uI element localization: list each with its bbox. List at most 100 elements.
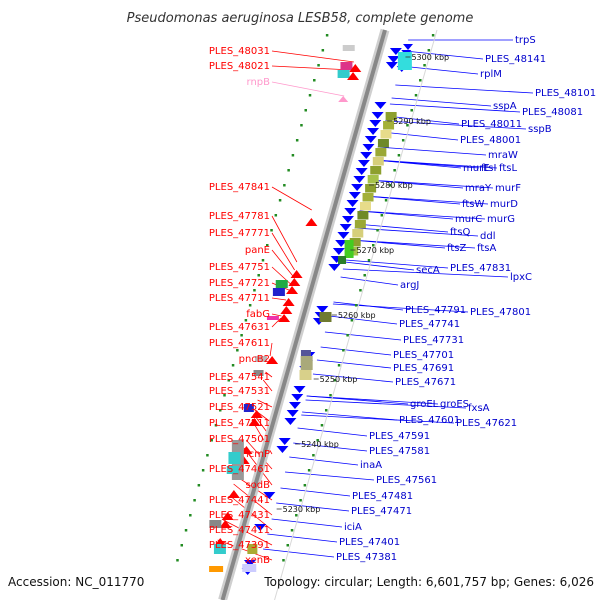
left-tick-mark — [313, 79, 316, 82]
reverse-gene-arrow — [364, 136, 377, 143]
leader-line — [385, 120, 527, 130]
leader-line — [359, 210, 486, 220]
reverse-gene-arrow — [371, 112, 384, 119]
right-tick-mark — [286, 544, 290, 547]
gene-label: murF — [495, 183, 521, 194]
leader-line — [271, 81, 345, 97]
right-tick-mark — [295, 514, 298, 517]
forward-gene-labels: PLES_48031 PLES_48021 rnpB PLES_47841 PLES_4… — [209, 46, 270, 566]
right-tick-mark — [307, 469, 311, 472]
gene-label: PLES_47431 — [209, 510, 270, 521]
gene-label: PLES_47841 — [209, 182, 270, 193]
left-tick-mark — [240, 334, 243, 337]
gene-label: mraY — [465, 183, 492, 194]
left-tick-mark — [325, 34, 329, 37]
gene-label: mraW — [488, 150, 518, 161]
gene-block — [375, 148, 387, 157]
gene-label: PLES_47531 — [209, 386, 270, 397]
gene-label: PLES_47441 — [209, 495, 270, 506]
leader-line — [404, 50, 484, 60]
reverse-gene-arrow — [339, 224, 352, 231]
right-tick-mark — [333, 379, 337, 382]
leader-line — [280, 487, 351, 497]
right-tick-mark — [324, 409, 328, 412]
right-tick-mark — [329, 394, 332, 397]
leader-line — [271, 65, 352, 71]
gene-label: PLES_48141 — [485, 54, 546, 65]
genome-backbone — [176, 28, 438, 600]
gene-label: PLES_47471 — [351, 506, 412, 517]
gene-label: argJ — [400, 280, 419, 291]
left-tick-mark — [201, 469, 205, 472]
gene-block — [266, 316, 279, 320]
forward-gene-arrow — [227, 490, 240, 498]
scale-label: 5290 kbp — [393, 117, 431, 126]
right-tick-mark — [389, 184, 392, 187]
reverse-gene-arrow — [348, 192, 361, 199]
left-tick-mark — [227, 379, 231, 382]
gene-block — [300, 350, 311, 356]
right-tick-mark — [354, 304, 358, 307]
gene-label: PLES_47751 — [209, 262, 270, 273]
gene-label: PLES_47501 — [209, 434, 270, 445]
gene-label: PLES_48081 — [522, 107, 583, 118]
gene-label: PLES_47391 — [209, 540, 270, 551]
gene-label: PLES_47741 — [399, 319, 460, 330]
gene-block — [228, 452, 241, 464]
gene-block — [354, 220, 366, 229]
right-tick-mark — [363, 274, 366, 277]
reverse-gene-arrow — [316, 306, 329, 313]
gene-block — [213, 544, 226, 554]
right-tick-mark — [427, 49, 431, 52]
leader-line — [320, 346, 392, 356]
gene-label: groEL — [410, 399, 439, 410]
left-tick-mark — [317, 64, 320, 67]
reverse-gene-arrow — [403, 44, 414, 50]
reverse-gene-arrow — [387, 56, 400, 63]
gene-block — [337, 70, 350, 78]
gene-label: PLES_47401 — [339, 537, 400, 548]
gene-label: PLES_47791 — [405, 305, 466, 316]
leader-line — [329, 315, 398, 325]
leader-line — [269, 342, 273, 357]
right-tick-mark — [303, 484, 307, 487]
right-tick-mark — [346, 334, 349, 337]
reverse-gene-arrow — [278, 438, 291, 445]
gene-label: PLES_47511 — [209, 418, 270, 429]
leader-line — [265, 371, 273, 378]
gene-label: fabG — [246, 309, 270, 320]
forward-gene-arrow — [278, 314, 291, 322]
leader-line — [289, 456, 359, 466]
gene-label: PLES_47561 — [376, 475, 437, 486]
scale-label: 5260 kbp — [338, 311, 376, 320]
leader-line — [297, 427, 368, 437]
leader-line — [373, 159, 498, 169]
reverse-gene-arrow — [374, 102, 387, 109]
right-tick-mark — [312, 454, 315, 457]
leader-line — [386, 115, 460, 125]
left-tick-mark — [308, 94, 312, 97]
gene-label: murG — [487, 214, 515, 225]
gene-label: sspA — [493, 101, 517, 112]
gene-label: murD — [490, 199, 518, 210]
reverse-gene-arrow — [389, 48, 402, 55]
right-tick-mark — [419, 79, 422, 82]
forward-gene-arrow — [347, 72, 360, 80]
right-tick-mark — [316, 439, 319, 442]
left-tick-mark — [295, 139, 299, 142]
leader-line — [351, 239, 476, 249]
left-tick-mark — [266, 244, 269, 247]
reverse-gene-arrow — [284, 418, 297, 425]
leader-line — [271, 317, 282, 328]
leader-line — [271, 249, 294, 277]
right-tick-mark — [359, 289, 362, 292]
map-title: Pseudomonas aeruginosa LESB58, complete … — [127, 11, 474, 26]
gene-label: ftsA — [477, 243, 496, 254]
forward-gene-arrow — [219, 520, 232, 528]
left-tick-mark — [283, 184, 286, 187]
gene-block — [372, 157, 384, 166]
gene-label: PLES_47521 — [209, 402, 270, 413]
gene-block — [338, 256, 347, 264]
reverse-gene-arrow — [254, 524, 267, 531]
